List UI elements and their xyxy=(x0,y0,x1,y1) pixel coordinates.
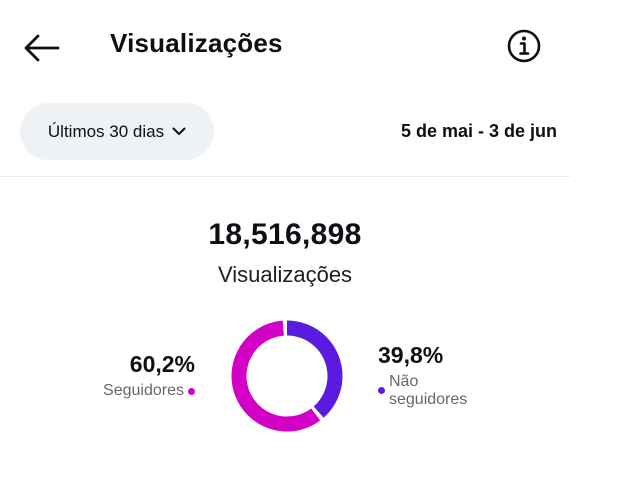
total-views-value: 18,516,898 xyxy=(208,218,362,251)
arrow-left-icon xyxy=(24,34,60,62)
back-button[interactable] xyxy=(22,30,62,66)
non-followers-percent: 39,8% xyxy=(378,342,444,368)
followers-legend: Seguidores xyxy=(103,382,195,400)
header: Visualizações xyxy=(0,0,635,96)
info-circle-icon xyxy=(507,29,541,63)
total-views-label: Visualizações xyxy=(217,262,353,287)
followers-label: Seguidores xyxy=(103,382,184,399)
donut-segment-non-followers xyxy=(231,320,343,432)
date-range: 5 de mai - 3 de jun xyxy=(400,121,557,141)
non-followers-legend: Não seguidores xyxy=(378,373,467,409)
period-dropdown-label: Últimos 30 dias xyxy=(47,121,165,141)
followers-dot xyxy=(188,387,195,395)
views-donut-chart xyxy=(231,320,343,432)
followers-percent: 60,2% xyxy=(129,351,195,377)
non-followers-dot xyxy=(378,387,385,394)
divider xyxy=(0,176,570,177)
non-followers-label-line1: Não xyxy=(389,373,419,390)
period-dropdown[interactable]: Últimos 30 dias xyxy=(20,103,214,160)
donut-segment-followers xyxy=(231,320,343,432)
info-button[interactable] xyxy=(506,28,542,64)
non-followers-label-line2: seguidores xyxy=(389,391,468,408)
page-title: Visualizações xyxy=(110,28,283,58)
chevron-down-icon xyxy=(172,127,186,135)
